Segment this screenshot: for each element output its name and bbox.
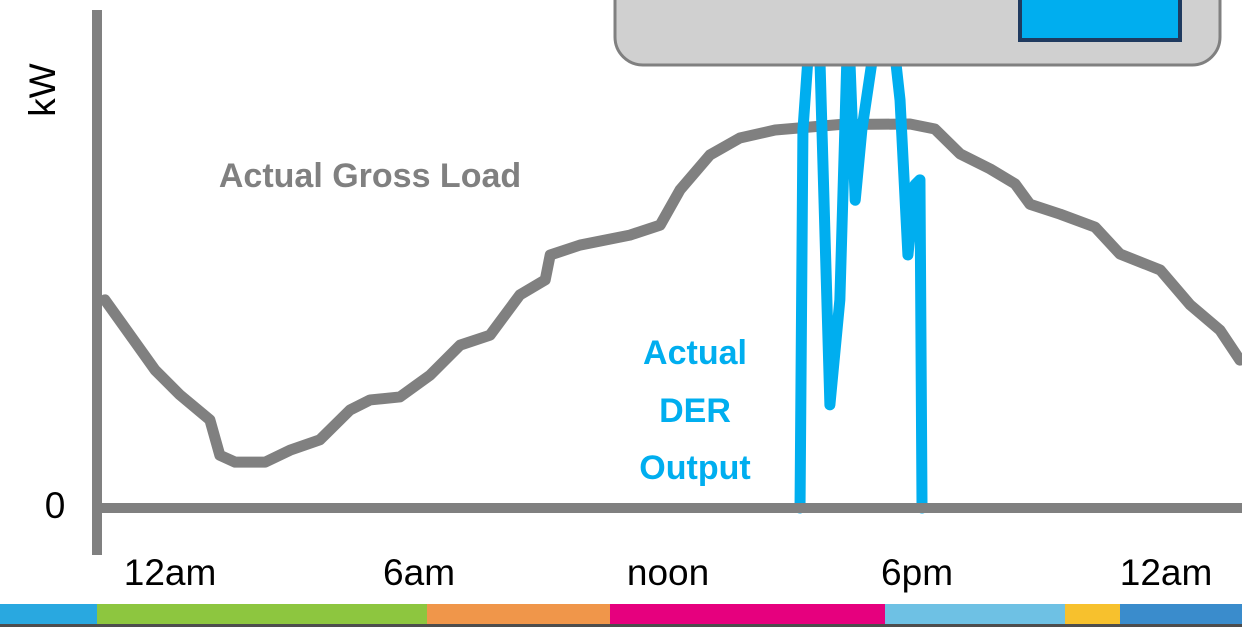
x-tick-label: 12am — [124, 552, 217, 593]
footer-bar — [0, 604, 1242, 627]
x-tick-label: 12am — [1120, 552, 1213, 593]
line-series — [99, 118, 1242, 468]
y-axis-label: kW — [22, 63, 63, 117]
x-tick-label: 6pm — [881, 552, 953, 593]
annotation: Output — [639, 449, 750, 487]
line-series — [794, 0, 928, 514]
panel-block — [1018, 0, 1182, 42]
annotation: Actual Gross Load — [219, 157, 521, 195]
x-tick-label: 6am — [383, 552, 455, 593]
annotation: Actual — [643, 334, 747, 372]
annotation: DER — [659, 392, 731, 430]
x-tick-label: noon — [627, 552, 709, 593]
y-tick-label: 0 — [45, 485, 66, 526]
